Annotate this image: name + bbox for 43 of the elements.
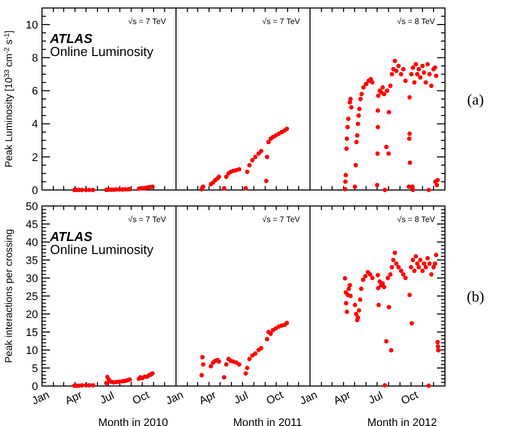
y-tick-label: 25 — [26, 290, 38, 303]
x-tick-label: Apr — [197, 389, 218, 408]
y-tick-label: 10 — [26, 344, 38, 357]
x-tick-label: Jul — [232, 390, 250, 407]
x-tick-label: Apr — [332, 389, 353, 408]
x-tick-label: Oct — [264, 389, 286, 408]
y-axis-title: Peak interactions per crossing — [4, 229, 15, 363]
x-tick-label: Jan — [164, 389, 186, 408]
y-tick-label: 5 — [32, 362, 38, 375]
annotation: √s = 7 TeV — [128, 17, 167, 26]
y-tick-label: 6 — [32, 86, 38, 98]
annotation: √s = 7 TeV — [128, 215, 167, 224]
y-tick-label: 0 — [32, 184, 38, 197]
x-tick-label: Jul — [98, 390, 116, 407]
x-axis-title: Month in 2012 — [367, 417, 437, 426]
text: Online Luminosity — [50, 242, 154, 257]
y-tick-label: 35 — [26, 254, 38, 267]
x-axis-title: Month in 2010 — [98, 417, 168, 426]
text: (b) — [466, 289, 484, 306]
y-tick-label: 30 — [26, 272, 38, 285]
y-tick-label: 15 — [26, 326, 38, 339]
y-tick-label: 10 — [26, 19, 38, 32]
x-tick-label: Jan — [298, 389, 320, 408]
y-tick-label: 4 — [32, 118, 38, 131]
x-tick-label: Jul — [366, 390, 385, 407]
x-axis-title: Month in 2011 — [233, 417, 302, 426]
y-tick-label: 40 — [26, 236, 38, 249]
annotation: √s = 7 TeV — [262, 215, 301, 224]
y-tick-label: 50 — [26, 200, 38, 213]
annotation: √s = 8 TeV — [397, 17, 436, 26]
annotation: √s = 8 TeV — [397, 215, 436, 224]
x-tick-label: Oct — [130, 389, 152, 408]
x-tick-label: Oct — [400, 389, 420, 408]
text: ATLAS — [49, 31, 93, 46]
y-tick-label: 8 — [32, 52, 38, 64]
x-tick-label: Apr — [63, 389, 84, 408]
y-tick-label: 20 — [26, 308, 38, 321]
text: (a) — [467, 92, 484, 108]
text: ATLAS — [49, 229, 93, 244]
y-tick-label: 45 — [26, 218, 38, 231]
annotation: √s = 7 TeV — [262, 17, 301, 26]
y-tick-label: 2 — [32, 152, 38, 164]
text: Online Luminosity — [50, 44, 154, 59]
